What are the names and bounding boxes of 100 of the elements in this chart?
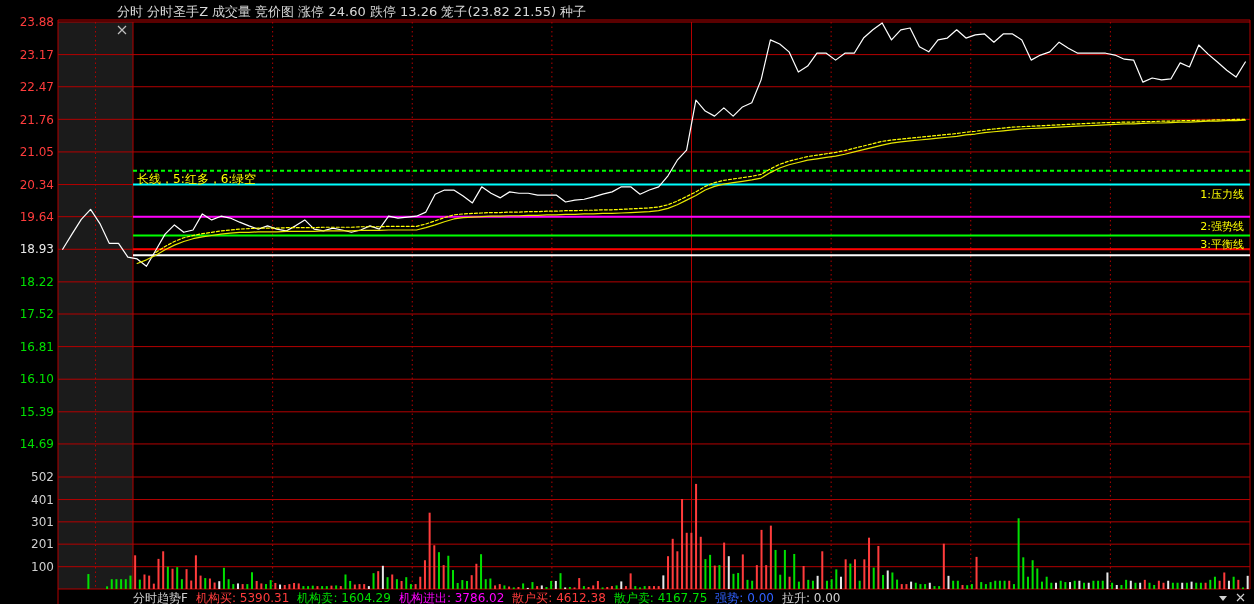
bar: [587, 586, 590, 589]
bar: [241, 584, 244, 589]
bar: [718, 565, 721, 589]
y-tick-label: 21.05: [19, 145, 54, 160]
bar: [1026, 576, 1029, 589]
bar: [872, 567, 875, 589]
bar: [120, 579, 123, 589]
bar: [124, 579, 127, 589]
bar: [1195, 582, 1198, 589]
bar: [494, 585, 497, 589]
bar: [232, 584, 235, 589]
bar: [629, 573, 632, 589]
bar: [190, 580, 193, 589]
bar: [148, 575, 151, 589]
y-tick-label: 14.69: [19, 437, 54, 452]
text: 机构卖: 1604.29: [297, 591, 391, 604]
bar: [975, 556, 978, 589]
bar: [1055, 582, 1058, 589]
bar: [250, 572, 253, 589]
bar: [746, 579, 749, 589]
bar: [825, 580, 828, 589]
bar: [704, 559, 707, 589]
bar: [667, 556, 670, 589]
bar: [1181, 582, 1184, 589]
bar: [1106, 572, 1109, 589]
bar: [377, 571, 380, 589]
bar: [942, 543, 945, 589]
bar: [222, 567, 225, 589]
bar: [1017, 518, 1020, 589]
bar: [1111, 582, 1114, 589]
bar: [1199, 582, 1202, 589]
bar: [1134, 582, 1137, 589]
bar: [998, 580, 1001, 589]
bar: [115, 579, 118, 589]
bar: [194, 555, 197, 589]
bar: [381, 565, 384, 589]
bar: [839, 576, 842, 589]
bar: [1003, 580, 1006, 589]
bar: [554, 580, 557, 589]
bar: [283, 584, 286, 589]
bar: [788, 576, 791, 589]
bar: [321, 586, 324, 589]
bar: [610, 586, 613, 589]
bar: [134, 555, 137, 589]
bar: [475, 563, 478, 589]
bar: [980, 582, 983, 589]
bar: [405, 577, 408, 589]
bar: [802, 566, 805, 589]
bar: [1232, 576, 1235, 589]
bar: [956, 580, 959, 589]
bar: [905, 584, 908, 589]
bar: [914, 582, 917, 589]
bar: [288, 584, 291, 589]
y-tick-label: 17.52: [19, 307, 54, 322]
bar: [152, 583, 155, 589]
bar: [1078, 580, 1081, 589]
bar: [709, 554, 712, 589]
y-tick-label: 201: [31, 537, 54, 552]
bar: [1069, 582, 1072, 589]
text: 强势: 0.00: [715, 591, 774, 604]
bar: [994, 580, 997, 589]
bar: [545, 586, 548, 589]
bar: [615, 585, 618, 589]
ref-line-label: 2:强势线: [1200, 219, 1244, 233]
bar: [1115, 584, 1118, 589]
bar: [723, 542, 726, 589]
bar: [143, 574, 146, 589]
bar: [854, 559, 856, 589]
bar: [690, 532, 693, 589]
bar: [624, 586, 627, 589]
y-tick-label: 502: [31, 470, 54, 485]
bar: [582, 586, 585, 589]
bar: [1022, 557, 1025, 589]
bar: [419, 576, 422, 589]
bar: [218, 581, 221, 589]
bar: [349, 580, 352, 589]
bar: [391, 574, 394, 589]
bar: [1148, 582, 1151, 589]
bar: [503, 585, 506, 589]
bar: [1162, 582, 1165, 589]
bar: [372, 573, 375, 589]
bar: [489, 578, 492, 589]
bar: [984, 584, 987, 589]
ref-line-label: 3:平衡线: [1200, 238, 1244, 252]
bar: [466, 580, 469, 589]
bar: [1125, 579, 1128, 589]
bar: [1050, 582, 1053, 589]
bar: [947, 575, 950, 589]
bar: [162, 551, 165, 589]
bar: [685, 532, 688, 589]
bar: [1087, 582, 1090, 589]
bar: [1008, 580, 1011, 589]
bar: [648, 586, 651, 589]
bar: [1031, 560, 1034, 589]
bar: [928, 582, 931, 589]
y-tick-label: 22.47: [19, 79, 54, 94]
text: 分时趋势F: [133, 591, 188, 604]
bar: [807, 579, 810, 589]
y-tick-label: 23.88: [19, 15, 54, 30]
bar: [176, 567, 179, 589]
